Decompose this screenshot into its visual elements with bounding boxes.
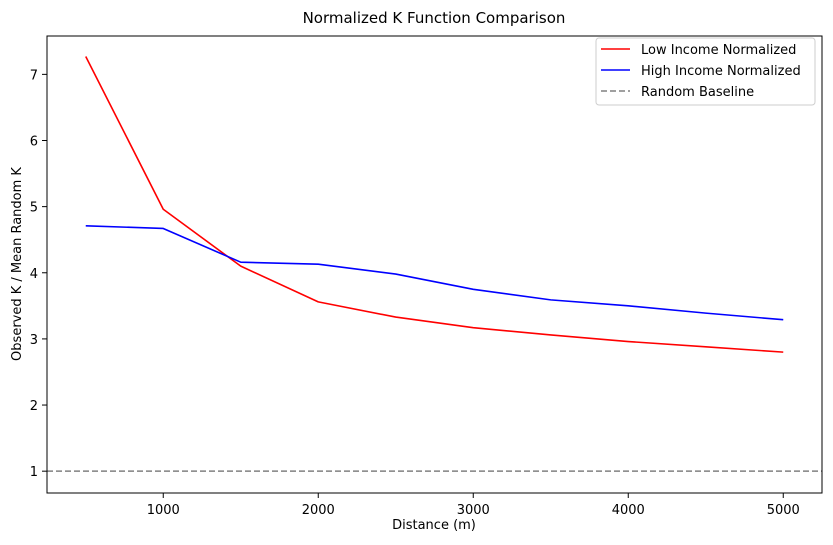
- x-tick-label: 4000: [612, 503, 645, 518]
- x-axis-label: Distance (m): [392, 518, 476, 533]
- legend-item-high-income: High Income Normalized: [601, 64, 801, 79]
- y-tick-label: 5: [30, 201, 38, 216]
- legend-items: Low Income Normalized High Income Normali…: [601, 43, 801, 100]
- x-tick-label: 5000: [767, 503, 800, 518]
- y-axis-label: Observed K / Mean Random K: [10, 167, 25, 361]
- high-income-series-line: [85, 225, 784, 321]
- chart-legend: Low Income Normalized High Income Normali…: [595, 37, 816, 106]
- plot-area-background: [47, 36, 822, 493]
- x-tick-label: 3000: [457, 503, 490, 518]
- x-tick-label: 1000: [147, 503, 180, 518]
- legend-item-random-baseline: Random Baseline: [601, 85, 754, 100]
- y-tick-label: 4: [30, 267, 38, 282]
- legend-item-low-income: Low Income Normalized: [601, 43, 796, 58]
- y-axis-ticks: 1 2 3 4 5 6 7: [30, 68, 47, 480]
- legend-label: Random Baseline: [641, 85, 754, 100]
- legend-label: Low Income Normalized: [641, 43, 796, 58]
- series-lines: [85, 56, 784, 353]
- y-tick-label: 6: [30, 134, 38, 149]
- y-tick-label: 7: [30, 68, 38, 83]
- x-tick-label: 2000: [302, 503, 335, 518]
- y-tick-label: 2: [30, 399, 38, 414]
- y-tick-label: 1: [30, 465, 38, 480]
- y-tick-label: 3: [30, 333, 38, 348]
- low-income-series-line: [85, 56, 784, 353]
- chart-title: Normalized K Function Comparison: [303, 9, 566, 27]
- legend-box: [595, 37, 816, 106]
- plot-frame: [46, 35, 823, 494]
- x-axis-ticks: 1000 2000 3000 4000 5000: [147, 493, 800, 518]
- legend-label: High Income Normalized: [641, 64, 801, 79]
